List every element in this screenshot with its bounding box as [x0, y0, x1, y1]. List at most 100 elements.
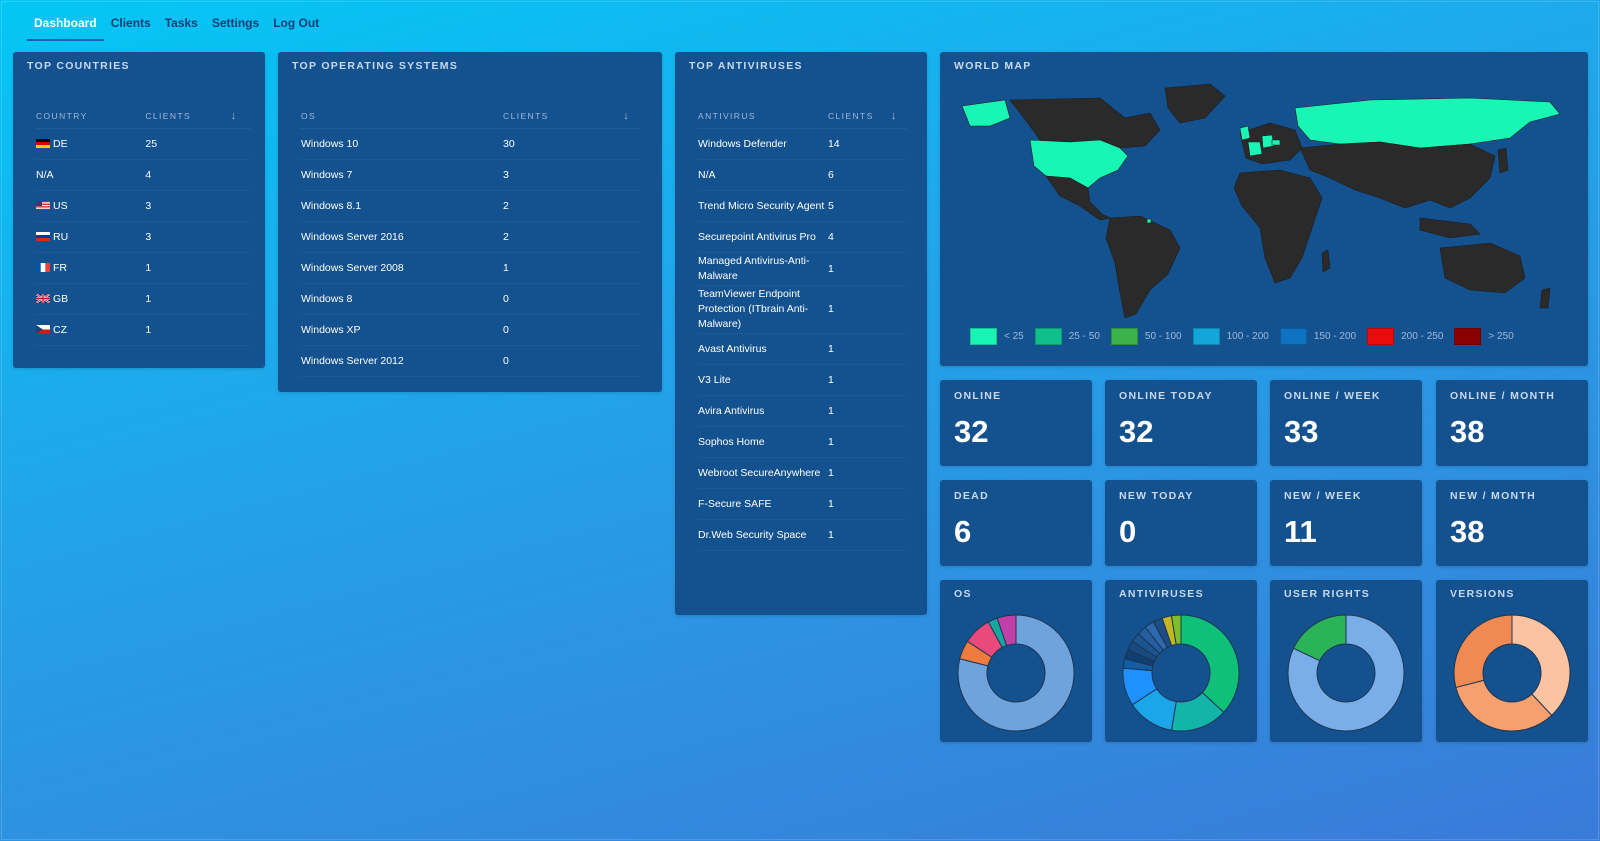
row-name: Windows Server 2012 — [301, 354, 404, 367]
table-row[interactable]: DE 25 — [35, 128, 251, 160]
legend-item: 200 - 250 — [1367, 328, 1443, 345]
table-row[interactable]: Windows 8 0 — [300, 283, 640, 315]
donut-slice[interactable] — [996, 614, 1017, 647]
map-region-uk[interactable] — [1239, 125, 1251, 141]
nav-settings[interactable]: Settings — [211, 16, 260, 30]
table-row[interactable]: N/A 4 — [35, 159, 251, 191]
donut-slice[interactable] — [1287, 614, 1405, 732]
legend-item: 100 - 200 — [1192, 328, 1269, 345]
stat-value: 0 — [1119, 514, 1137, 549]
legend-label: < 25 — [1004, 331, 1024, 342]
table-row[interactable]: Dr.Web Security Space 1 — [697, 519, 907, 551]
table-row[interactable]: Securepoint Antivirus Pro 4 — [697, 221, 907, 253]
donut-slice[interactable] — [957, 614, 1075, 732]
stat-tile-online-today: ONLINE TODAY 32 — [1105, 380, 1257, 466]
map-region-germany[interactable] — [1261, 134, 1275, 149]
table-row[interactable]: GB 1 — [35, 283, 251, 315]
donut-slice[interactable] — [1292, 614, 1347, 662]
table-row[interactable]: RU 3 — [35, 221, 251, 253]
map-region-asia[interactable] — [1299, 141, 1496, 209]
donut-slice[interactable] — [1180, 614, 1240, 713]
table-row[interactable]: FR 1 — [35, 252, 251, 284]
table-row[interactable]: Windows 7 3 — [300, 159, 640, 191]
map-region[interactable] — [1539, 287, 1551, 309]
donut-slice[interactable] — [1511, 614, 1571, 716]
donut-slice[interactable] — [1455, 679, 1553, 732]
row-name-cell: Windows XP — [300, 314, 503, 346]
row-name-cell: GB — [35, 283, 145, 315]
col-clients[interactable]: CLIENTS — [144, 104, 230, 129]
donut-chart[interactable] — [951, 608, 1081, 738]
table-row[interactable]: Webroot SecureAnywhere 1 — [697, 457, 907, 489]
chart-panel-versions: VERSIONS — [1436, 580, 1588, 742]
map-region-south-america[interactable] — [1105, 215, 1181, 319]
donut-chart[interactable] — [1281, 608, 1411, 738]
sort-down-icon[interactable]: ↓ — [622, 104, 640, 129]
donut-slice[interactable] — [1453, 614, 1513, 689]
sort-down-icon[interactable]: ↓ — [229, 104, 251, 129]
donut-chart[interactable] — [1116, 608, 1246, 738]
row-name: N/A — [698, 168, 716, 181]
world-map[interactable] — [950, 78, 1578, 326]
table-row[interactable]: US 3 — [35, 190, 251, 222]
table-row[interactable]: Windows 10 30 — [300, 128, 640, 160]
table-row[interactable]: TeamViewer Endpoint Protection (ITbrain … — [697, 285, 907, 334]
map-region-france[interactable] — [1247, 141, 1263, 157]
row-name: Windows Server 2016 — [301, 230, 404, 243]
table-row[interactable]: Windows Server 2008 1 — [300, 252, 640, 284]
chart-title: VERSIONS — [1450, 588, 1515, 600]
donut-chart[interactable] — [1447, 608, 1577, 738]
table-row[interactable]: N/A 6 — [697, 159, 907, 191]
row-name: Windows Defender — [698, 137, 787, 150]
row-name: Windows 8.1 — [301, 199, 362, 212]
nav-clients[interactable]: Clients — [110, 16, 151, 30]
col-os[interactable]: OS — [300, 104, 503, 129]
flag-ru-icon — [36, 231, 50, 241]
donut-slice[interactable] — [1170, 614, 1182, 645]
row-spacer — [622, 159, 640, 191]
panel-title: TOP OPERATING SYSTEMS — [292, 60, 459, 72]
table-row[interactable]: Avast Antivirus 1 — [697, 333, 907, 365]
nav-tasks[interactable]: Tasks — [164, 16, 198, 30]
map-region-canada[interactable] — [1009, 97, 1161, 149]
col-antivirus[interactable]: ANTIVIRUS — [697, 104, 827, 129]
table-row[interactable]: Windows Server 2016 2 — [300, 221, 640, 253]
col-clients[interactable]: CLIENTS — [502, 104, 623, 129]
map-region[interactable] — [1146, 218, 1152, 224]
table-row[interactable]: Avira Antivirus 1 — [697, 395, 907, 427]
map-region[interactable] — [1497, 147, 1509, 174]
table-row[interactable]: Sophos Home 1 — [697, 426, 907, 458]
nav-logout[interactable]: Log Out — [273, 16, 320, 30]
sort-down-icon[interactable]: ↓ — [889, 104, 907, 129]
row-spacer — [889, 190, 907, 222]
legend-swatch — [970, 328, 997, 345]
table-row[interactable]: Managed Antivirus-Anti-Malware 1 — [697, 252, 907, 286]
map-region-australia[interactable] — [1439, 242, 1526, 294]
table-row[interactable]: V3 Lite 1 — [697, 364, 907, 396]
table-row[interactable]: Windows Defender 14 — [697, 128, 907, 160]
panel-title: TOP ANTIVIRUSES — [689, 60, 803, 72]
table-row[interactable]: Windows Server 2012 0 — [300, 345, 640, 377]
table-row[interactable]: Windows XP 0 — [300, 314, 640, 346]
table-row[interactable]: Trend Micro Security Agent 5 — [697, 190, 907, 222]
table-row[interactable]: F-Secure SAFE 1 — [697, 488, 907, 520]
map-region-alaska[interactable] — [961, 99, 1011, 127]
col-country[interactable]: COUNTRY — [35, 104, 145, 129]
map-region-usa[interactable] — [1029, 139, 1129, 189]
map-region[interactable] — [1321, 249, 1331, 273]
table-row[interactable]: Windows 8.1 2 — [300, 190, 640, 222]
map-region-mexico[interactable] — [1045, 175, 1111, 221]
map-region-indonesia[interactable] — [1419, 217, 1481, 239]
map-region-russia[interactable] — [1294, 97, 1561, 149]
row-spacer — [229, 283, 251, 315]
map-region-africa[interactable] — [1233, 169, 1323, 284]
panel-title: WORLD MAP — [954, 60, 1032, 72]
col-clients[interactable]: CLIENTS — [826, 104, 890, 129]
row-name-cell: Windows Server 2012 — [300, 345, 503, 377]
chart-title: USER RIGHTS — [1284, 588, 1371, 600]
table-row[interactable]: CZ 1 — [35, 314, 251, 346]
map-region-czech[interactable] — [1271, 139, 1281, 146]
row-spacer — [889, 333, 907, 365]
nav-dashboard[interactable]: Dashboard — [27, 12, 104, 41]
map-region-greenland[interactable] — [1164, 83, 1226, 124]
